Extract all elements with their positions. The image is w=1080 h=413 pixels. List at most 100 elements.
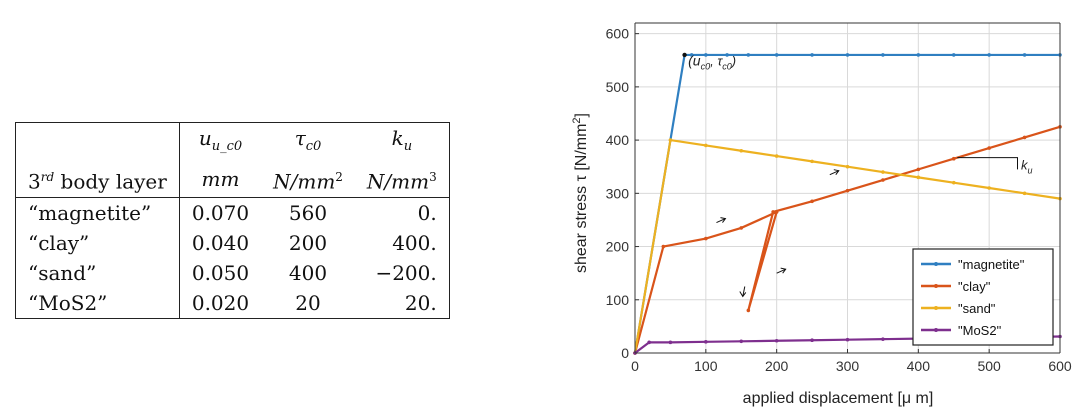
data-point (845, 164, 850, 169)
annotations: (uc0, τc0) ku (688, 53, 1033, 298)
data-point (916, 53, 921, 57)
y-tick-label: 100 (606, 292, 630, 308)
data-point (951, 53, 956, 57)
y-tick-label: 500 (606, 79, 630, 95)
data-point (1022, 53, 1027, 57)
data-point (746, 308, 751, 313)
direction-arrow-head (780, 267, 787, 274)
x-tick-label: 0 (631, 358, 639, 374)
parameter-table: uu_c0 τc0 ku 3rd body layer mm N/mm2 N/m… (15, 122, 450, 319)
table-row: “sand” 0.050 400 −200. (15, 257, 450, 288)
table-row: “magnetite” 0.070 560 0. (15, 197, 450, 228)
y-axis-label: shear stress τ [N/mm2] (571, 113, 590, 273)
header-tauc0: τc0 (294, 126, 322, 154)
data-point (845, 188, 850, 193)
table-row: “MoS2” 0.020 20 20. (15, 287, 450, 319)
data-point (746, 53, 751, 57)
data-point (916, 167, 921, 172)
annotation-ku: ku (1021, 157, 1033, 175)
direction-arrow-icon (742, 286, 746, 297)
shear-stress-chart: 0 100 200 300 400 500 600 0 100 200 300 400 500 600 (… (571, 22, 1072, 407)
y-tick-label: 300 (606, 185, 630, 201)
direction-arrow-icon (776, 268, 786, 274)
data-point (881, 178, 885, 182)
legend-marker (934, 306, 938, 310)
data-point (810, 159, 814, 164)
data-point (881, 53, 885, 57)
slope-triangle (957, 157, 1018, 170)
y-tick-label: 600 (606, 26, 630, 42)
header-row-symbols: uu_c0 τc0 ku (15, 122, 450, 162)
data-point (774, 154, 779, 158)
data-point (810, 338, 814, 343)
data-point (668, 340, 673, 345)
x-axis-label: applied displacement [μ m] (743, 390, 934, 407)
x-tick-label: 600 (1048, 358, 1072, 374)
data-point (725, 53, 729, 57)
legend-marker (934, 284, 938, 288)
data-point (704, 236, 708, 241)
x-tick-label: 100 (694, 358, 718, 374)
data-point (704, 143, 708, 148)
data-point (881, 337, 885, 341)
data-point (845, 53, 850, 57)
data-point (774, 53, 779, 57)
header-unit-nmm3: N/mm3 (354, 162, 450, 198)
data-point (951, 180, 956, 185)
data-point (739, 148, 744, 153)
legend-label: "MoS2" (958, 323, 1002, 338)
x-tick-label: 400 (907, 358, 931, 374)
data-point (739, 226, 744, 230)
data-point (689, 53, 694, 57)
data-point (987, 186, 991, 190)
legend-label: "sand" (958, 301, 996, 316)
data-point (771, 210, 775, 214)
legend-marker (934, 328, 938, 332)
direction-arrow-head (739, 291, 747, 298)
parameter-table-wrap: uu_c0 τc0 ku 3rd body layer mm N/mm2 N/m… (15, 122, 450, 319)
direction-arrow-head (833, 169, 840, 175)
data-point (704, 53, 708, 57)
direction-arrow-icon (829, 170, 839, 176)
table-row: “clay” 0.040 200 400. (15, 227, 450, 258)
data-point (810, 199, 814, 204)
legend-label: "clay" (958, 279, 991, 294)
header-unit-mm: mm (179, 162, 262, 198)
x-tick-label: 300 (836, 358, 860, 374)
legend: "magnetite" "clay" "sand" "MoS2" (912, 248, 1054, 346)
data-point (739, 339, 744, 344)
data-point (668, 138, 673, 142)
data-point (1022, 191, 1027, 196)
series-layer (633, 52, 1062, 355)
header-unit-nmm2: N/mm2 (261, 162, 355, 198)
header-row-units: 3rd body layer mm N/mm2 N/mm3 (15, 162, 450, 198)
x-tick-label: 500 (977, 358, 1001, 374)
x-tick-label: 200 (765, 358, 789, 374)
data-point (881, 170, 885, 174)
header-empty-cell (15, 122, 180, 162)
header-layer-label: 3rd body layer (15, 162, 180, 198)
y-tick-label: 200 (606, 239, 630, 255)
y-tick-label: 0 (621, 345, 629, 361)
legend-marker (934, 262, 938, 266)
data-point (661, 244, 666, 249)
data-point (704, 340, 708, 344)
data-point (916, 175, 921, 180)
data-point (1022, 135, 1027, 140)
direction-arrow-head (720, 217, 727, 223)
axes: 0 100 200 300 400 500 600 0 100 200 300 400 500 600 (606, 22, 1072, 374)
header-uc0: uu_c0 (198, 126, 243, 154)
data-point (774, 338, 779, 343)
data-point (647, 340, 651, 345)
data-point (810, 53, 814, 57)
data-point (774, 210, 779, 214)
annotation-uc0-tauc0: (uc0, τc0) (688, 53, 736, 72)
y-tick-label: 400 (606, 132, 630, 148)
header-ku: ku (391, 126, 413, 154)
legend-label: "magnetite" (958, 257, 1025, 272)
data-point (987, 53, 991, 57)
peak-marker (682, 52, 687, 58)
direction-arrow-icon (716, 218, 726, 224)
data-point (987, 146, 991, 150)
data-point (845, 337, 850, 342)
